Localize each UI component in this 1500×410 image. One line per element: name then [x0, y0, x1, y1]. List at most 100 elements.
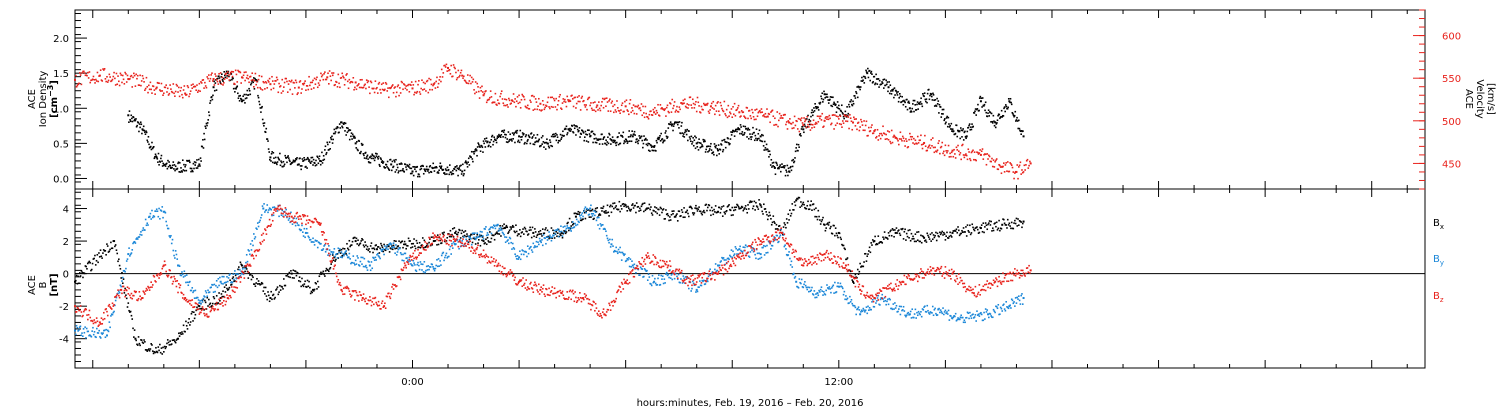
- data-point: [364, 265, 366, 268]
- data-point: [81, 72, 84, 74]
- data-point: [871, 81, 874, 84]
- data-point: [397, 84, 400, 86]
- data-point: [622, 253, 625, 255]
- data-point: [260, 216, 262, 219]
- data-point: [703, 209, 705, 212]
- data-point: [930, 138, 932, 141]
- data-point: [692, 282, 695, 285]
- data-point: [111, 78, 114, 81]
- data-point: [143, 81, 145, 83]
- data-point: [524, 141, 526, 144]
- data-point: [1005, 105, 1008, 108]
- data-point: [757, 132, 760, 135]
- data-point: [761, 111, 764, 113]
- data-point: [511, 224, 514, 227]
- data-point: [849, 100, 852, 103]
- data-point: [669, 219, 672, 221]
- data-point: [371, 153, 374, 156]
- data-point: [79, 72, 81, 74]
- data-point: [619, 112, 621, 115]
- data-point: [866, 72, 869, 75]
- data-point: [166, 167, 169, 170]
- data-point: [950, 151, 953, 154]
- data-point: [538, 109, 541, 111]
- data-point: [452, 236, 455, 238]
- data-point: [225, 72, 227, 75]
- data-point: [681, 132, 684, 134]
- data-point: [344, 130, 346, 132]
- data-point: [408, 163, 411, 166]
- data-point: [493, 234, 495, 237]
- data-point: [533, 134, 535, 136]
- data-point: [331, 142, 334, 144]
- data-point: [915, 109, 918, 111]
- data-point: [318, 158, 320, 160]
- data-point: [974, 110, 976, 113]
- data-point: [532, 231, 535, 234]
- data-point: [632, 207, 635, 209]
- data-point: [378, 81, 381, 84]
- data-point: [299, 80, 302, 82]
- data-point: [298, 228, 301, 231]
- data-point: [1020, 221, 1022, 223]
- data-point: [263, 122, 266, 124]
- data-point: [673, 101, 676, 103]
- data-point: [568, 229, 570, 232]
- data-point: [307, 235, 310, 238]
- data-point: [444, 254, 447, 257]
- data-point: [1021, 169, 1023, 171]
- data-point: [854, 95, 856, 97]
- data-point: [644, 209, 647, 212]
- data-point: [525, 251, 527, 253]
- data-point: [537, 233, 539, 236]
- data-point: [822, 98, 825, 101]
- data-point: [978, 231, 981, 234]
- data-point: [128, 110, 131, 112]
- data-point: [673, 277, 676, 280]
- data-point: [691, 141, 694, 143]
- data-point: [1015, 119, 1018, 121]
- data-point: [462, 163, 464, 166]
- data-point: [727, 142, 730, 144]
- data-point: [384, 166, 387, 169]
- data-point: [470, 233, 473, 236]
- data-point: [96, 71, 99, 74]
- data-point: [89, 262, 91, 264]
- y-tick-label: -4: [59, 335, 69, 346]
- data-point: [778, 112, 781, 115]
- data-point: [630, 140, 633, 143]
- data-point: [249, 253, 251, 256]
- data-point: [320, 271, 322, 274]
- data-point: [631, 203, 634, 205]
- data-point: [620, 259, 623, 261]
- data-point: [505, 98, 508, 101]
- data-point: [239, 94, 241, 97]
- data-point: [75, 85, 78, 88]
- data-point: [464, 80, 467, 82]
- data-point: [78, 272, 81, 274]
- data-point: [428, 77, 430, 80]
- data-point: [248, 89, 251, 92]
- data-point: [271, 75, 273, 78]
- data-point: [262, 122, 265, 125]
- data-point: [1000, 115, 1002, 118]
- data-point: [643, 135, 645, 137]
- data-point: [369, 92, 371, 95]
- data-point: [653, 280, 656, 283]
- data-point: [237, 273, 239, 276]
- data-point: [175, 339, 178, 341]
- data-point: [567, 221, 569, 224]
- data-point: [359, 152, 362, 155]
- data-point: [516, 96, 519, 98]
- data-point: [819, 103, 821, 105]
- data-point: [81, 332, 83, 334]
- data-point: [989, 111, 992, 114]
- data-point: [781, 163, 783, 165]
- data-point: [1009, 101, 1011, 104]
- data-point: [755, 205, 758, 207]
- data-point: [907, 100, 910, 103]
- data-point: [604, 142, 607, 145]
- data-point: [898, 143, 900, 146]
- data-point: [520, 253, 523, 256]
- data-point: [757, 111, 760, 114]
